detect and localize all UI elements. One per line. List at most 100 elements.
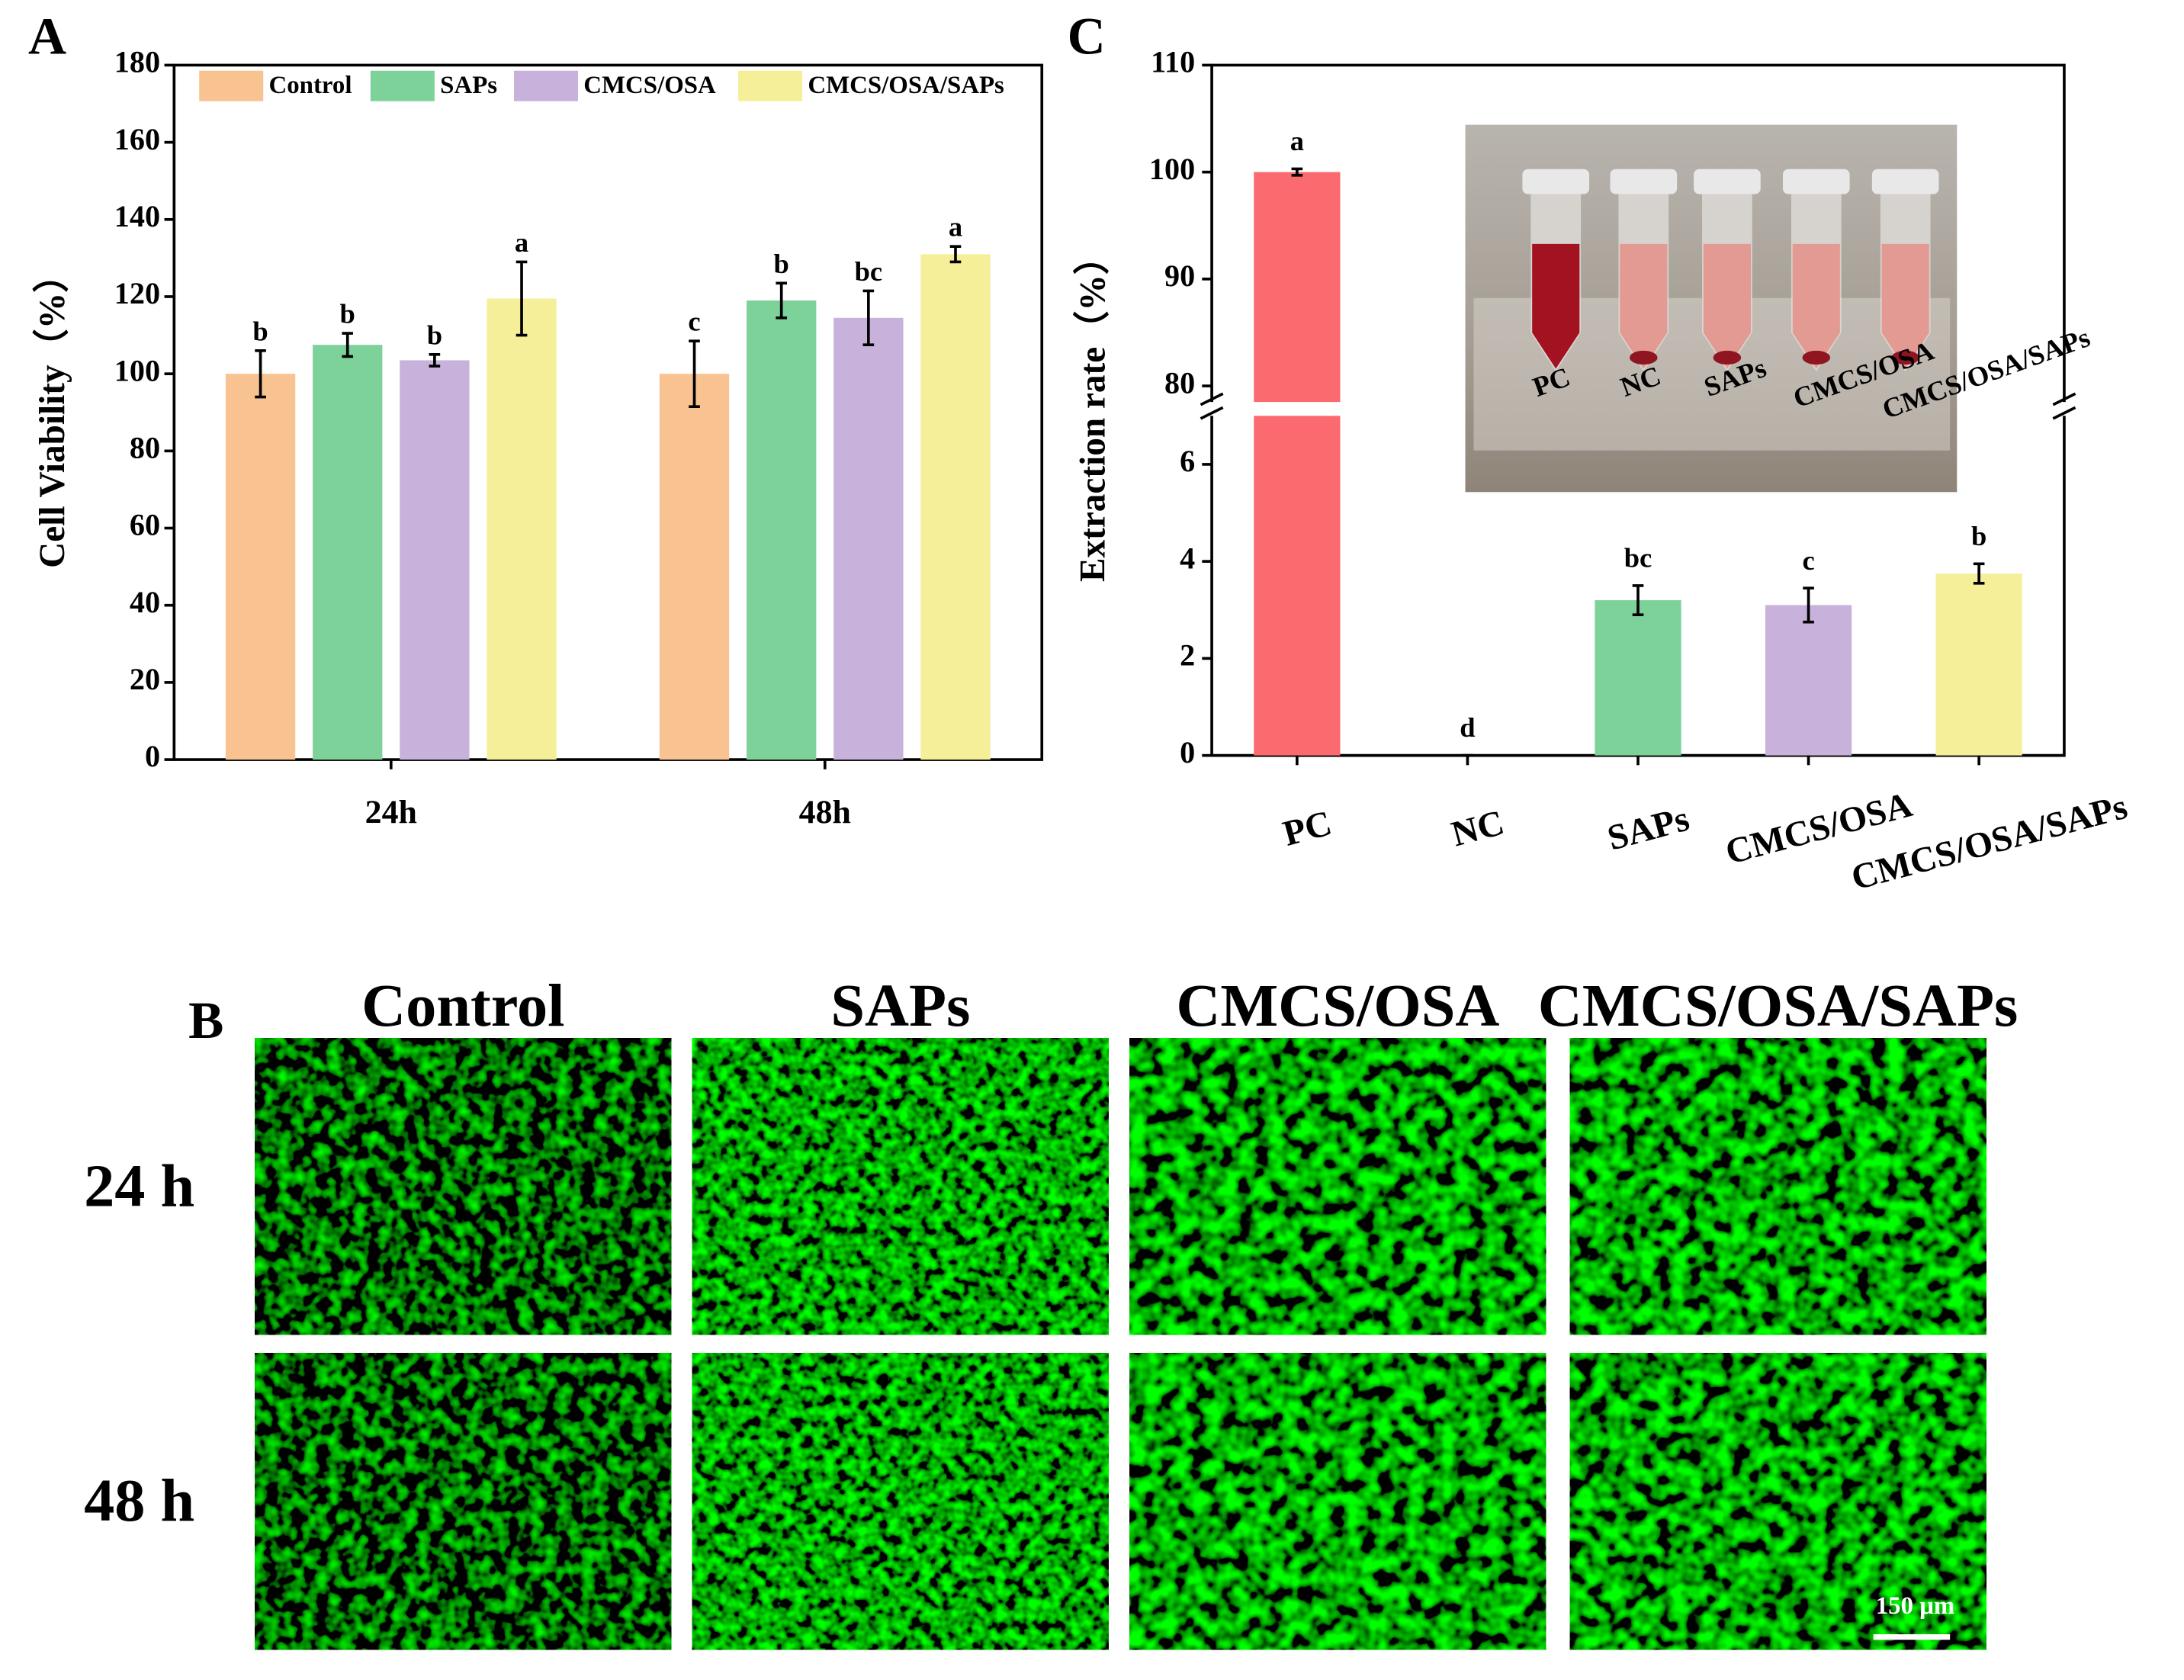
x-tick-label: 48h [799, 794, 851, 830]
tube-cap [1694, 169, 1761, 194]
significance-label: a [1290, 126, 1304, 156]
legend-label: CMCS/OSA/SAPs [808, 72, 1004, 99]
tube-liquid [1703, 243, 1751, 369]
significance-label: a [515, 227, 528, 258]
y-tick-label: 80 [130, 431, 160, 465]
y-tick-label: 100 [1149, 152, 1195, 186]
bar [1765, 605, 1852, 756]
error-bar [1803, 586, 1814, 624]
row-label: 48 h [84, 1467, 194, 1534]
axis-break [2052, 392, 2076, 420]
significance-label: bc [855, 256, 883, 287]
bar [225, 374, 296, 760]
micrograph [1569, 1353, 1986, 1650]
error-bar [1973, 562, 1985, 585]
y-tick-label: 20 [130, 662, 160, 696]
error-bar [689, 339, 700, 408]
significance-label: d [1460, 712, 1475, 743]
legend-swatch [370, 70, 435, 101]
error-bar [515, 260, 528, 337]
significance-label: b [774, 249, 789, 279]
column-header: CMCS/OSA [1176, 972, 1499, 1039]
significance-label: c [1802, 545, 1814, 576]
scale-bar-label: 150 μm [1876, 1592, 1955, 1620]
y-tick-label: 110 [1151, 45, 1195, 79]
y-tick-label: 90 [1164, 259, 1195, 293]
y-tick-label: 180 [114, 45, 160, 79]
pellet [1630, 350, 1658, 365]
error-bar [429, 353, 441, 368]
tube-liquid [1881, 243, 1929, 369]
column-header: SAPs [830, 972, 970, 1039]
y-tick-label: 6 [1180, 444, 1195, 478]
bar [747, 300, 817, 760]
bar [487, 298, 557, 760]
tube-liquid [1532, 243, 1580, 369]
y-tick-label: 2 [1180, 638, 1195, 673]
panel-b: B Control SAPs CMCS/OSA CMCS/OSA/SAPs 24 h 48 … [84, 972, 2019, 1650]
column-header: Control [361, 972, 564, 1039]
row-label: 24 h [84, 1153, 194, 1220]
y-axis-label: Extraction rate（%） [1073, 239, 1113, 582]
micrograph [692, 1038, 1109, 1335]
significance-label: b [1971, 521, 1986, 551]
tube-cap [1610, 169, 1678, 194]
tube-liquid [1792, 243, 1840, 369]
bar [1935, 573, 2022, 756]
legend-swatch [199, 70, 264, 101]
y-tick-label: 140 [114, 199, 160, 233]
micrograph [1129, 1353, 1546, 1650]
x-tick-label: 24h [365, 794, 417, 830]
legend-label: SAPs [440, 72, 497, 99]
y-tick-label: 100 [114, 353, 160, 387]
error-bar [342, 332, 354, 358]
error-bar [949, 245, 962, 264]
column-header: CMCS/OSA/SAPs [1538, 972, 2019, 1039]
significance-label: b [340, 299, 355, 329]
bar [1254, 172, 1341, 403]
pellet [1713, 350, 1742, 365]
tube-cap [1871, 169, 1939, 194]
micrograph [255, 1353, 672, 1650]
tube-cap [1782, 169, 1850, 194]
bar [659, 374, 730, 760]
y-tick-label: 4 [1180, 541, 1195, 575]
x-tick-label: NC [1447, 803, 1508, 855]
micrograph [692, 1353, 1109, 1650]
significance-label: bc [1624, 543, 1652, 573]
bar [1595, 600, 1681, 756]
significance-label: c [688, 307, 700, 337]
error-bar [255, 349, 266, 399]
x-tick-label: SAPs [1604, 799, 1694, 859]
x-tick-label: PC [1279, 803, 1336, 853]
micrograph [1569, 1038, 1986, 1335]
panel-label: B [188, 991, 223, 1049]
panel-label: A [28, 7, 66, 66]
legend-label: Control [269, 72, 352, 99]
bar [920, 254, 991, 760]
y-tick-label: 0 [145, 739, 160, 773]
y-tick-label: 80 [1164, 365, 1195, 400]
panel-a: A 0 20 40 60 80 100 120 140 160 180 Cell Viability（… [28, 7, 1044, 830]
legend-label: CMCS/OSA [583, 72, 716, 99]
axis-break [1200, 392, 1224, 420]
y-axis-label: Cell Viability（%） [33, 257, 72, 568]
legend-swatch [513, 70, 579, 101]
pellet [1802, 350, 1831, 365]
significance-label: a [949, 212, 962, 243]
y-tick-label: 120 [114, 276, 160, 310]
legend-swatch [738, 70, 803, 101]
micrograph [255, 1038, 672, 1335]
significance-label: b [252, 316, 268, 346]
error-bar [862, 289, 875, 347]
bar [313, 345, 383, 760]
plot-frame [172, 63, 1044, 761]
pellet [1891, 350, 1919, 365]
bar [400, 360, 470, 760]
error-bar [776, 281, 787, 320]
y-tick-label: 60 [130, 508, 160, 542]
significance-label: b [427, 320, 442, 350]
